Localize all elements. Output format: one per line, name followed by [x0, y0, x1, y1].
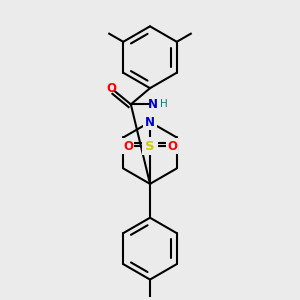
Text: S: S — [145, 140, 155, 153]
Text: O: O — [123, 140, 133, 153]
Text: O: O — [167, 140, 177, 153]
Text: N: N — [148, 98, 158, 111]
Text: O: O — [106, 82, 116, 95]
Text: N: N — [145, 116, 155, 128]
Text: H: H — [160, 99, 167, 110]
